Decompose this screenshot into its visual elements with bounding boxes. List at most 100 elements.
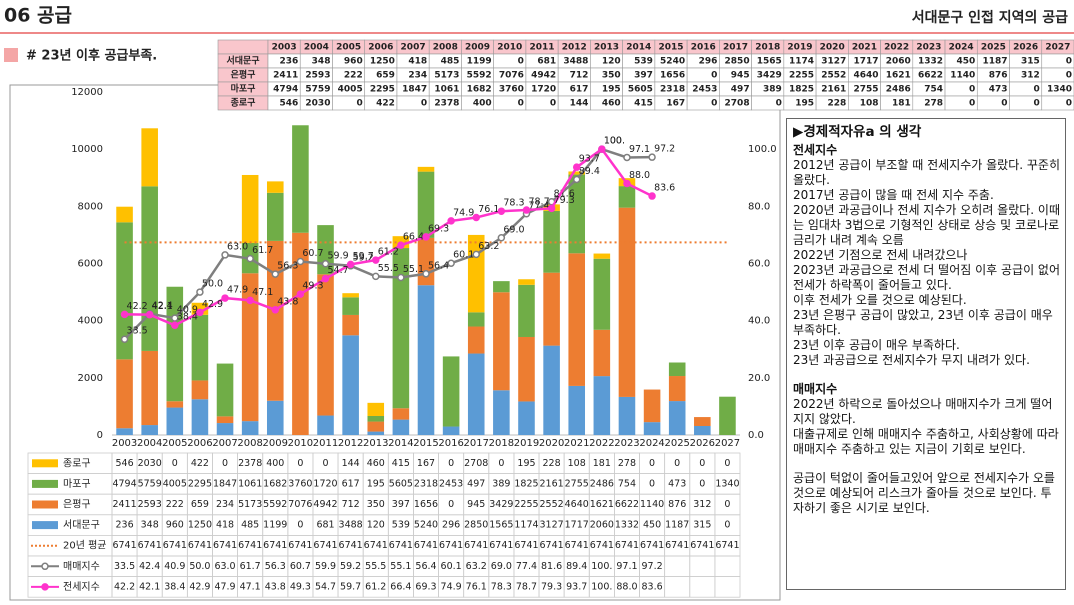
point-label: 77.4 [528,200,549,211]
table-value: 0 [448,499,454,510]
table-header: 2012 [562,43,587,53]
table-value: 0 [172,458,178,469]
x-tick-label: 2003 [112,438,137,449]
table-value: 222 [166,499,184,510]
x-tick-label: 2017 [464,438,489,449]
table-value: 2486 [590,478,614,489]
table-value: 2708 [725,99,750,109]
table-value: 0 [649,458,655,469]
table-value: 1621 [590,499,614,510]
table-value: 2453 [439,478,463,489]
notes-heading: 매매지수 [793,382,838,396]
point-label: 54.7 [328,265,349,276]
table-value: 2378 [238,458,262,469]
table-value: 0 [498,458,504,469]
table-value: 0 [711,71,717,81]
table-value: 6622 [918,71,943,81]
page-subtitle: 서대문구 인접 지역의 공급 [912,9,1068,26]
table-value: 6741 [213,540,237,551]
y2-tick-label: 0.0 [748,430,764,441]
y2-tick-label: 80.0 [748,201,770,212]
bar [191,399,209,435]
table-value: 55.5 [365,561,386,572]
table-value: 539 [392,520,410,531]
notes-line: 23년 과공급으로 전세지수가 무지 내려가 있다. [793,353,1030,367]
table-value: 348 [312,57,331,67]
point [472,213,480,222]
table-value: 0 [649,478,655,489]
table-value: 2708 [464,458,488,469]
table-value: 0 [969,99,975,109]
table-value: 1332 [918,57,943,67]
table-value: 0 [699,458,705,469]
table-value: 144 [342,458,360,469]
table-cell [714,555,741,578]
table-value: 539 [634,57,653,67]
table-header: 2009 [465,43,490,53]
table-value: 6741 [112,540,136,551]
table-value: 1825 [789,85,814,95]
legend-swatch [32,500,58,509]
point-label: 61.7 [252,245,273,256]
table-value: 33.5 [114,561,135,572]
table-value: 236 [115,520,133,531]
table-value: 754 [924,85,943,95]
table-value: 3760 [499,85,524,95]
bar [467,353,485,435]
legend-swatch [32,521,58,530]
table-value: 222 [344,71,363,81]
table-header: 2011 [530,43,555,53]
bar [116,222,133,360]
point-label: 55.5 [378,263,399,274]
legend-label: 매매지수 [63,560,100,572]
bar [518,279,535,285]
table-value: 2060 [886,57,911,67]
table-value: 5240 [414,520,438,531]
bar [216,416,234,424]
table-header: 2027 [1045,43,1070,53]
table-value: 1187 [982,57,1007,67]
bar [518,401,535,435]
table-header: 2016 [691,43,716,53]
point-label: 33.5 [127,326,148,337]
table-value: 6741 [163,540,187,551]
table-value: 78.7 [516,581,537,592]
table-value: 0 [711,99,717,109]
bar [518,336,535,402]
legend-label: 서대문구 [63,519,100,531]
table-value: 418 [216,520,234,531]
table-value: 5759 [138,478,162,489]
table-value: 278 [924,99,943,109]
table-header: 2015 [658,43,683,53]
table-value: 6741 [263,540,287,551]
point [397,241,405,249]
table-value: 2552 [540,499,564,510]
bar [266,181,284,193]
table-cell [714,576,741,598]
bar [141,186,158,351]
table-value: 0 [297,458,303,469]
point [572,163,581,171]
point-label: 79.3 [554,195,575,206]
table-value: 5605 [389,478,413,489]
table-value: 0 [1066,57,1072,67]
table-value: 1174 [514,520,538,531]
point [171,321,179,329]
bar [668,401,686,435]
point [522,206,531,214]
bar [392,248,410,409]
table-value: 43.8 [265,581,286,592]
y-tick-label: 6000 [78,259,103,270]
table-value: 876 [668,499,686,510]
table-value: 0 [969,85,975,95]
bar [342,314,359,336]
table-value: 1340 [715,478,739,489]
table-value: 3488 [563,57,588,67]
point-label: 56.3 [277,261,298,272]
x-tick-label: 2015 [413,438,438,449]
point [246,296,254,305]
table-value: 59.9 [315,561,336,572]
table-value: 350 [602,71,621,81]
notes-line: 대출규제로 인해 매매지수 주춤하고, 사회상황에 따라 매매지수 주춤하고 있… [793,427,1059,456]
point [623,153,631,162]
